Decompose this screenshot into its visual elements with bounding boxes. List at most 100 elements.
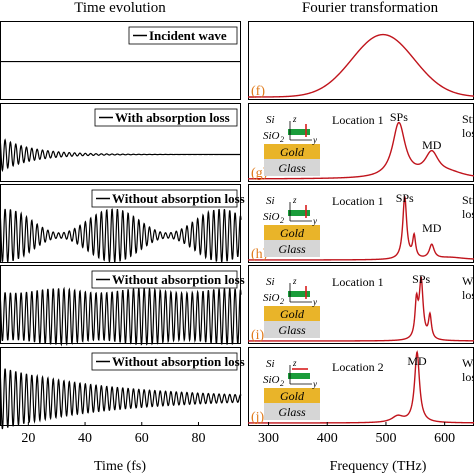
time-panel-3: Without absorption loss: [0, 184, 245, 263]
sio2-label: SiO: [263, 374, 280, 386]
panel-label: (g): [251, 166, 268, 181]
frequency-axis: 300 400 500 600: [258, 422, 455, 446]
peak-annotation: Wea: [462, 274, 474, 288]
z-label: z: [292, 195, 297, 205]
glass-layer: [264, 240, 320, 257]
y-label: y: [312, 297, 317, 307]
panel-label: (j): [251, 410, 265, 425]
spectrum-line: [248, 196, 474, 261]
spectrum-line: [247, 350, 474, 424]
time-series-line: [0, 286, 242, 347]
si-label: Si: [266, 114, 275, 126]
spectrum-line: [248, 276, 474, 342]
panel-label: (f): [251, 84, 265, 99]
peak-annotation: loss: [462, 370, 474, 384]
fourier-panels: (f)(g)SPsMDStrolossSiSiO2GoldGlasszyLoca…: [247, 21, 474, 426]
peak-annotation: loss: [462, 288, 474, 302]
time-tick-label: 60: [135, 431, 149, 446]
peak-annotation: Stro: [462, 112, 474, 126]
fourier-panel-1: (f): [248, 21, 474, 100]
panel-label: (h): [251, 247, 268, 262]
glass-label: Glass: [278, 323, 306, 337]
time-panel-5: Without absorption loss: [0, 347, 245, 430]
glass-label: Glass: [278, 242, 306, 256]
peak-annotation: loss: [462, 207, 474, 221]
time-tick-label: 20: [21, 431, 35, 446]
glass-label: Glass: [278, 405, 306, 419]
legend-label: Without absorption loss: [112, 272, 245, 287]
legend-box: [94, 108, 238, 127]
peak-annotation: MD: [422, 138, 442, 152]
si-label: Si: [266, 358, 275, 370]
spectrum-line: [248, 121, 474, 180]
gold-layer: [264, 388, 320, 403]
frequency-tick-label: 500: [375, 431, 396, 446]
location-label: Location 2: [332, 360, 384, 374]
si-layer: [288, 373, 310, 379]
legend-label: Without absorption loss: [112, 354, 245, 369]
gold-label: Gold: [280, 389, 305, 403]
time-panel-frame: [0, 21, 241, 100]
z-label: z: [292, 276, 297, 286]
sio2-label: SiO: [263, 130, 280, 142]
peak-annotation: loss: [462, 126, 474, 140]
peak-annotation: SPs: [412, 272, 430, 286]
legend-box: [91, 189, 238, 208]
peak-annotation: SPs: [390, 110, 408, 124]
legend-box: [91, 270, 238, 289]
peak-annotation: Wea: [462, 356, 474, 370]
time-series-line: [0, 138, 241, 173]
z-label: z: [292, 114, 297, 124]
y-label: y: [312, 379, 317, 389]
glass-layer: [264, 159, 320, 176]
fourier-heading: Fourier transformation: [302, 0, 439, 16]
gold-label: Gold: [280, 145, 305, 159]
legend-box: [91, 352, 238, 371]
time-tick-label: 40: [78, 431, 92, 446]
time-panel-1: Incident wave: [0, 21, 241, 100]
legend-box: [128, 26, 238, 45]
time-axis-label: Time (fs): [94, 459, 146, 474]
sio2-subscript: 2: [280, 297, 284, 306]
time-series-line: [0, 208, 242, 263]
gold-layer: [264, 306, 320, 321]
gold-layer: [264, 144, 320, 159]
frequency-tick-label: 300: [258, 431, 279, 446]
peak-annotation: MD: [407, 354, 427, 368]
z-label: z: [292, 358, 297, 368]
si-layer: [288, 291, 310, 297]
location-label: Location 1: [332, 194, 384, 208]
legend-label: With absorption loss: [115, 110, 230, 125]
glass-layer: [264, 403, 320, 420]
si-layer: [288, 129, 310, 135]
frequency-tick-label: 600: [434, 431, 455, 446]
gold-label: Gold: [280, 226, 305, 240]
location-label: Location 1: [332, 275, 384, 289]
glass-label: Glass: [278, 161, 306, 175]
peak-annotation: Stro: [462, 193, 474, 207]
frequency-axis-label: Frequency (THz): [330, 459, 427, 474]
peak-annotation: SPs: [396, 191, 414, 205]
time-evolution-heading: Time evolution: [74, 0, 166, 16]
fourier-panel-frame: [248, 21, 474, 100]
time-tick-label: 80: [191, 431, 205, 446]
si-layer: [288, 210, 310, 216]
panel-label: (i): [251, 328, 265, 343]
sio2-subscript: 2: [280, 216, 284, 225]
peak-annotation: MD: [422, 221, 442, 235]
time-evolution-panels: Incident wave With absorption loss Without…: [0, 21, 245, 430]
sio2-subscript: 2: [280, 379, 284, 388]
frequency-tick-label: 400: [317, 431, 338, 446]
glass-layer: [264, 321, 320, 338]
si-label: Si: [266, 195, 275, 207]
spectrum-line: [248, 33, 474, 98]
